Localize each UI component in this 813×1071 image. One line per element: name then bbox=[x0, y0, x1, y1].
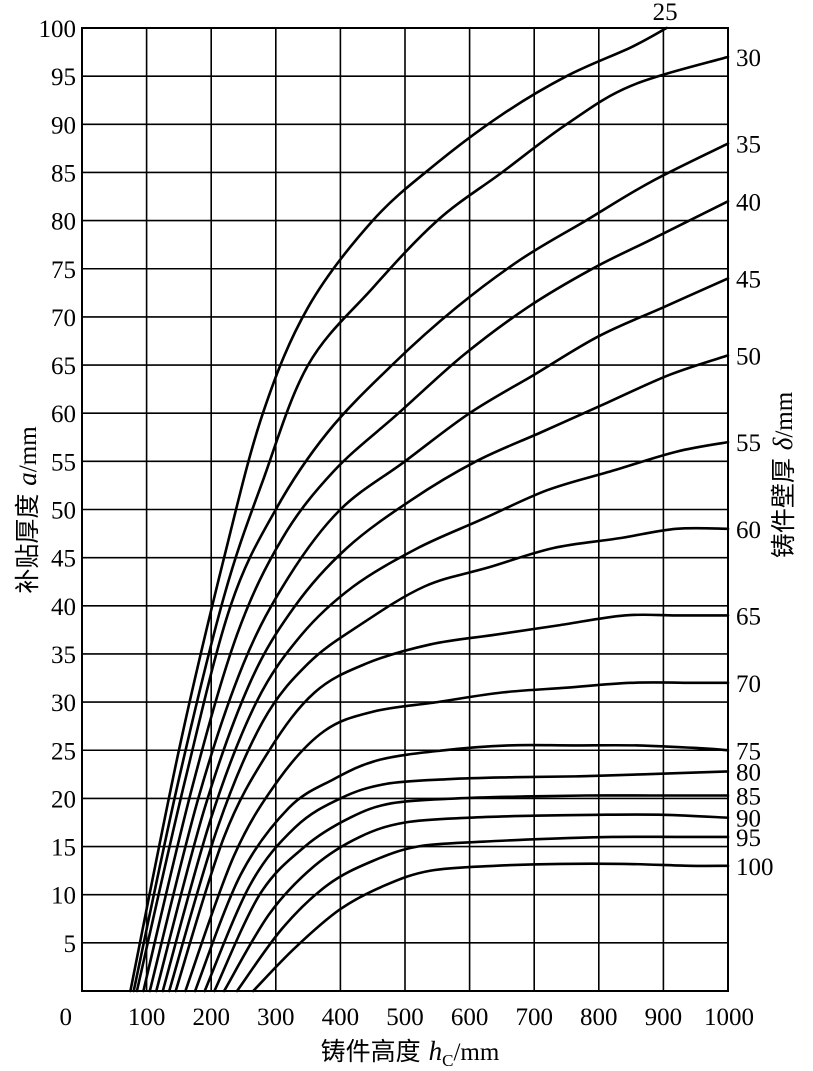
curve-30 bbox=[132, 55, 730, 993]
curve-65 bbox=[174, 613, 730, 993]
curve-90 bbox=[222, 813, 730, 993]
curve-label-90: 90 bbox=[736, 806, 761, 833]
y-tick-90: 90 bbox=[51, 112, 76, 139]
curve-60 bbox=[167, 526, 730, 993]
y-tick-15: 15 bbox=[51, 835, 76, 862]
curve-label-50: 50 bbox=[736, 343, 761, 370]
curve-100 bbox=[251, 862, 730, 993]
x-tick-labels: 0 100 200 300 400 500 600 700 800 900 1000 bbox=[60, 1004, 755, 1031]
x-tick-200: 200 bbox=[192, 1004, 230, 1031]
curve-label-55: 55 bbox=[736, 430, 761, 457]
curve-85 bbox=[213, 794, 730, 993]
curve-label-95: 95 bbox=[736, 825, 761, 852]
y-tick-25: 25 bbox=[51, 738, 76, 765]
curve-45 bbox=[148, 277, 730, 993]
curve-25 bbox=[129, 26, 668, 993]
curve-75 bbox=[193, 743, 730, 993]
y-tick-65: 65 bbox=[51, 353, 76, 380]
curve-label-25: 25 bbox=[653, 0, 678, 26]
curve-label-80: 80 bbox=[736, 759, 761, 786]
y-tick-20: 20 bbox=[51, 786, 76, 813]
y-tick-5: 5 bbox=[64, 931, 77, 958]
plot-frame bbox=[81, 27, 729, 992]
y-tick-50: 50 bbox=[51, 498, 76, 525]
y-tick-labels: 5 10 15 20 25 30 35 40 45 50 55 60 65 70 75 80 85 90 95 100 bbox=[39, 16, 77, 958]
y-tick-35: 35 bbox=[51, 642, 76, 669]
y-tick-55: 55 bbox=[51, 449, 76, 476]
curve-40 bbox=[142, 200, 730, 993]
y-tick-80: 80 bbox=[51, 209, 76, 236]
curve-80 bbox=[203, 770, 730, 993]
curve-label-70: 70 bbox=[736, 671, 761, 698]
y-tick-40: 40 bbox=[51, 594, 76, 621]
y2-axis-title: 铸件壁厚 δ/mm bbox=[768, 391, 798, 558]
x-tick-800: 800 bbox=[580, 1004, 618, 1031]
y-tick-70: 70 bbox=[51, 305, 76, 332]
y-tick-60: 60 bbox=[51, 401, 76, 428]
y-axis-title: 补贴厚度 a/mm bbox=[12, 426, 42, 594]
curve-label-45: 45 bbox=[736, 266, 761, 293]
curve-label-100: 100 bbox=[736, 854, 774, 881]
x-tick-500: 500 bbox=[386, 1004, 424, 1031]
x-tick-400: 400 bbox=[322, 1004, 360, 1031]
x-tick-0: 0 bbox=[60, 1004, 73, 1031]
curve-50 bbox=[155, 354, 730, 993]
grid bbox=[82, 28, 728, 991]
x-tick-900: 900 bbox=[645, 1004, 683, 1031]
y-tick-100: 100 bbox=[39, 16, 77, 43]
y-tick-10: 10 bbox=[51, 883, 76, 910]
curve-label-65: 65 bbox=[736, 603, 761, 630]
curve-label-35: 35 bbox=[736, 132, 761, 159]
curve-70 bbox=[184, 681, 730, 993]
curve-label-30: 30 bbox=[736, 45, 761, 72]
curve-55 bbox=[161, 440, 730, 993]
y-tick-95: 95 bbox=[51, 64, 76, 91]
y-tick-85: 85 bbox=[51, 160, 76, 187]
curve-95 bbox=[235, 835, 730, 993]
curve-label-85: 85 bbox=[736, 784, 761, 811]
x-tick-300: 300 bbox=[257, 1004, 295, 1031]
x-tick-600: 600 bbox=[451, 1004, 489, 1031]
x-tick-100: 100 bbox=[128, 1004, 166, 1031]
y-tick-45: 45 bbox=[51, 546, 76, 573]
curves bbox=[129, 26, 730, 993]
y-tick-75: 75 bbox=[51, 257, 76, 284]
x-tick-700: 700 bbox=[515, 1004, 553, 1031]
y-tick-30: 30 bbox=[51, 690, 76, 717]
curve-label-40: 40 bbox=[736, 189, 761, 216]
x-tick-1000: 1000 bbox=[704, 1004, 754, 1031]
curve-label-60: 60 bbox=[736, 517, 761, 544]
curve-label-75: 75 bbox=[736, 738, 761, 765]
x-axis-title: 铸件高度 hC/mm bbox=[321, 1036, 500, 1070]
curve-35 bbox=[135, 142, 730, 993]
